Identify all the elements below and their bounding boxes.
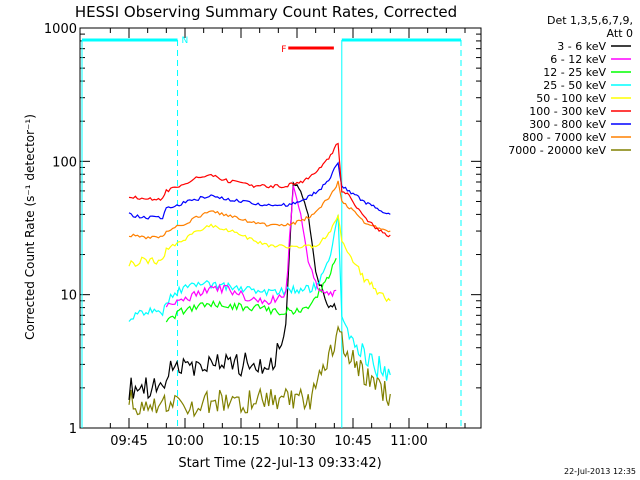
- attenuator-label: Att 0: [607, 27, 633, 40]
- legend-entry-label: 6 - 12 keV: [550, 53, 606, 66]
- y-tick-label: 10: [60, 289, 77, 304]
- x-tick-label: 10:45: [334, 434, 371, 449]
- series-50-100-kev-line: [128, 213, 391, 303]
- series-25-50-kev-line: [128, 214, 391, 381]
- x-tick-label: 10:00: [166, 434, 203, 449]
- series-7000-20000-kev-line: [128, 324, 391, 418]
- series-segment: [128, 181, 337, 400]
- chart-title: HESSI Observing Summary Count Rates, Cor…: [75, 3, 457, 21]
- series-3-6-kev-line: [128, 181, 337, 400]
- detectors-label: Det 1,3,5,6,7,9,: [547, 14, 633, 27]
- series-12-25-kev-line: [165, 257, 337, 323]
- footer-timestamp: 22-Jul-2013 12:35: [564, 467, 636, 476]
- flare-marker-label: F: [281, 45, 286, 55]
- x-tick-label: 09:45: [110, 434, 147, 449]
- x-tick-label: 11:00: [390, 434, 427, 449]
- series-segment: [128, 161, 391, 220]
- series-segment: [165, 185, 337, 308]
- x-axis-label: Start Time (22-Jul-13 09:33:42): [178, 456, 381, 471]
- x-tick-label: 10:15: [222, 434, 259, 449]
- series-segment: [128, 324, 391, 418]
- legend-entry-label: 7000 - 20000 keV: [508, 144, 606, 157]
- y-tick-label: 1: [69, 422, 77, 437]
- legend-entry-label: 50 - 100 keV: [536, 92, 606, 105]
- legend-entry-label: 100 - 300 keV: [529, 105, 606, 118]
- series-300-800-kev-line: [128, 161, 391, 220]
- y-axis-label: Corrected Count Rate (s⁻¹ detector⁻¹): [23, 114, 37, 340]
- y-tick-label: 100: [52, 155, 77, 170]
- series-segment: [128, 214, 391, 381]
- series-segment: [128, 213, 391, 303]
- series-100-300-kev-line: [128, 142, 391, 238]
- series-800-7000-kev-line: [128, 180, 391, 240]
- series-6-12-kev-line: [165, 185, 337, 308]
- legend-entry-label: 3 - 6 keV: [557, 40, 606, 53]
- plot-area: 1 10 100 1000 09:45 10:00 10:15 10:30 10:45 11:00…: [44, 22, 482, 449]
- series-segment: [128, 180, 391, 240]
- night-marker-label: N: [182, 36, 189, 46]
- legend-entry-label: 25 - 50 keV: [543, 79, 606, 92]
- x-tick-label: 10:30: [278, 434, 315, 449]
- series-segment: [165, 257, 337, 323]
- series-segment: [128, 142, 391, 238]
- plot-frame: [79, 27, 482, 429]
- y-tick-label: 1000: [44, 22, 77, 37]
- legend-entry-label: 12 - 25 keV: [543, 66, 606, 79]
- legend-entry-label: 300 - 800 keV: [529, 118, 606, 131]
- legend-entry-label: 800 - 7000 keV: [522, 131, 606, 144]
